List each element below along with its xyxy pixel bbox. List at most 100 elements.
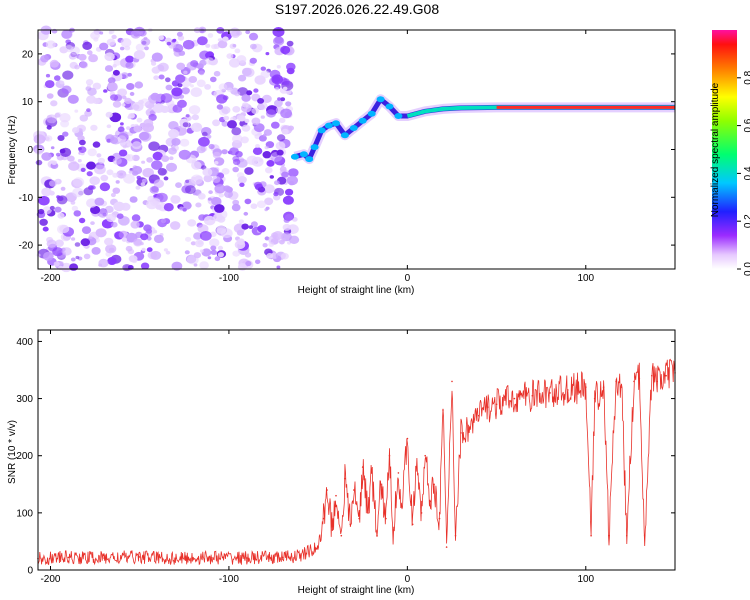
noise-blob bbox=[42, 226, 49, 232]
noise-blob bbox=[140, 233, 149, 241]
x-tick-label: 100 bbox=[577, 574, 594, 585]
noise-blob bbox=[105, 111, 113, 118]
snr-point bbox=[401, 506, 403, 508]
snr-point bbox=[460, 432, 462, 434]
noise-blob bbox=[221, 120, 229, 127]
noise-blob bbox=[176, 31, 183, 37]
snr-point bbox=[442, 409, 444, 411]
noise-blob bbox=[134, 81, 144, 89]
noise-blob bbox=[181, 87, 190, 95]
noise-blob bbox=[54, 206, 62, 213]
noise-blob bbox=[285, 101, 292, 107]
snr-point bbox=[67, 556, 70, 559]
noise-blob bbox=[98, 263, 103, 267]
noise-blob bbox=[212, 176, 221, 183]
noise-blob bbox=[257, 98, 265, 104]
noise-blob bbox=[170, 221, 181, 230]
noise-blob bbox=[263, 184, 275, 194]
noise-blob bbox=[250, 221, 258, 228]
noise-blob bbox=[87, 87, 97, 96]
noise-blob bbox=[255, 144, 260, 148]
noise-blob bbox=[179, 138, 190, 147]
noise-blob bbox=[244, 252, 252, 258]
snr-point bbox=[665, 374, 667, 377]
noise-blob bbox=[117, 126, 125, 133]
noise-blob bbox=[115, 180, 120, 184]
noise-blob bbox=[234, 48, 241, 54]
noise-blob bbox=[87, 148, 97, 157]
colorbar-tick-label: 0.0 bbox=[743, 262, 750, 276]
noise-blob bbox=[232, 158, 241, 166]
noise-blob bbox=[160, 105, 170, 113]
noise-blob bbox=[171, 261, 183, 271]
noise-blob bbox=[140, 37, 151, 46]
noise-blob bbox=[148, 113, 157, 121]
noise-blob bbox=[72, 177, 85, 187]
noise-blob bbox=[275, 141, 286, 150]
noise-blob bbox=[242, 102, 249, 108]
ridge-blob bbox=[385, 103, 394, 110]
noise-blob bbox=[165, 84, 173, 91]
colorbar-tick-label: 0.2 bbox=[743, 214, 750, 228]
snr-y-label: SNR (10 * v/v) bbox=[7, 420, 18, 484]
noise-blob bbox=[57, 135, 65, 141]
noise-blob bbox=[278, 117, 286, 124]
noise-blob bbox=[216, 104, 224, 110]
noise-blob bbox=[217, 40, 228, 49]
snr-point bbox=[246, 557, 248, 559]
ridge-blob bbox=[376, 96, 385, 103]
noise-blob bbox=[207, 33, 214, 38]
noise-blob bbox=[120, 38, 132, 48]
noise-blob bbox=[190, 60, 199, 67]
noise-blob bbox=[286, 40, 294, 47]
noise-blob bbox=[231, 127, 242, 136]
noise-blob bbox=[236, 55, 247, 64]
noise-blob bbox=[165, 250, 171, 255]
noise-blob bbox=[40, 55, 49, 63]
colorbar-tick-label: 0.4 bbox=[743, 166, 750, 180]
noise-blob bbox=[107, 257, 117, 265]
noise-blob bbox=[274, 99, 283, 108]
noise-blob bbox=[79, 139, 86, 146]
ridge-blob bbox=[305, 156, 314, 163]
snr-point bbox=[370, 472, 373, 474]
noise-blob bbox=[109, 29, 115, 34]
noise-blob bbox=[104, 237, 114, 246]
noise-blob bbox=[133, 238, 143, 247]
snr-point bbox=[420, 512, 423, 514]
noise-blob bbox=[246, 90, 253, 96]
noise-blob bbox=[288, 168, 299, 178]
noise-blob bbox=[42, 137, 46, 141]
noise-blob bbox=[235, 151, 243, 158]
snr-point bbox=[454, 534, 457, 537]
noise-blob bbox=[182, 39, 195, 50]
noise-blob bbox=[208, 143, 215, 150]
spectrogram-x-ticks: -200 -100 0 100 bbox=[40, 30, 595, 284]
noise-blob bbox=[211, 44, 217, 50]
noise-blob bbox=[131, 214, 141, 222]
ridge-blob bbox=[324, 122, 333, 129]
noise-blob bbox=[280, 108, 292, 119]
snr-point bbox=[549, 392, 551, 394]
spectrogram-noise-field bbox=[33, 25, 300, 273]
noise-blob bbox=[246, 155, 258, 165]
noise-blob bbox=[126, 126, 131, 130]
noise-blob bbox=[188, 76, 198, 83]
snr-point bbox=[335, 494, 337, 497]
snr-point bbox=[392, 529, 394, 531]
x-tick-label: -200 bbox=[40, 574, 60, 585]
noise-blob bbox=[114, 231, 124, 239]
noise-blob bbox=[282, 86, 288, 91]
noise-blob bbox=[45, 40, 56, 49]
noise-blob bbox=[163, 203, 174, 212]
snr-point bbox=[174, 557, 177, 560]
noise-blob bbox=[84, 110, 93, 117]
noise-blob bbox=[122, 95, 127, 100]
noise-blob bbox=[73, 210, 82, 217]
y-tick-label: -20 bbox=[19, 241, 34, 252]
noise-blob bbox=[244, 198, 252, 205]
noise-blob bbox=[253, 88, 259, 93]
snr-point bbox=[590, 534, 592, 537]
y-tick-label: 400 bbox=[16, 337, 33, 348]
snr-point bbox=[388, 454, 391, 457]
